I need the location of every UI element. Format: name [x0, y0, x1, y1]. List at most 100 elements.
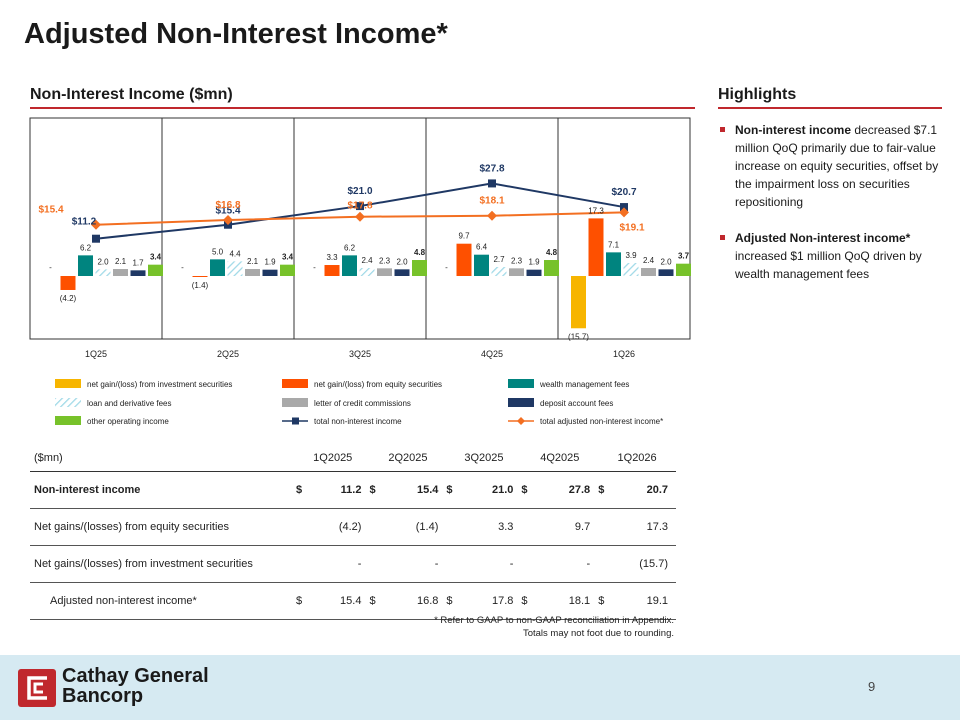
value-cell: 18.1 — [535, 582, 599, 620]
currency-cell — [369, 508, 384, 546]
line-label-total_line: $21.0 — [347, 186, 372, 197]
legend-label: total non-interest income — [314, 417, 402, 426]
line-label-total_line: $20.7 — [611, 187, 636, 198]
highlights-list: Non-interest income decreased $7.1 milli… — [718, 121, 942, 301]
highlight-item: Non-interest income decreased $7.1 milli… — [718, 121, 942, 211]
currency-cell — [598, 508, 613, 546]
legend-marker-total_line — [292, 417, 299, 425]
currency-cell: $ — [598, 582, 613, 620]
bar-deposit — [658, 269, 674, 276]
marker-adjusted_line — [619, 207, 629, 218]
value-cell: (1.4) — [383, 508, 447, 546]
bar-label-wealth: 7.1 — [608, 240, 620, 249]
bar-loan — [623, 263, 639, 276]
non-interest-income-chart: -(4.2)6.22.0 2.1 1.73.4-(1.4)5.0 4.42.1 1.93… — [29, 117, 691, 426]
bar-label-deposit: 1.9 — [264, 258, 276, 267]
footnote-line: * Refer to GAAP to non-GAAP reconciliati… — [434, 615, 674, 626]
currency-cell: $ — [296, 471, 310, 509]
bar-letter — [113, 269, 128, 276]
x-tick-label: 1Q25 — [85, 349, 107, 359]
table-header-row: ($mn) 1Q2025 2Q2025 3Q2025 4Q2025 1Q2026 — [30, 445, 676, 472]
highlight-item: Adjusted Non-interest income* increased … — [718, 229, 942, 283]
bar-letter — [377, 268, 392, 276]
bar-wealth — [474, 254, 489, 276]
currency-cell: $ — [369, 471, 384, 509]
bar-other — [280, 264, 295, 276]
currency-cell — [446, 508, 461, 546]
bullet-icon — [720, 127, 725, 132]
bar-label-equity: 3.3 — [326, 253, 338, 262]
bar-label-loan: 3.9 — [625, 251, 637, 260]
bar-label-investment: - — [49, 263, 52, 272]
bar-other — [676, 263, 691, 276]
value-cell: 17.8 — [460, 582, 522, 620]
currency-cell: $ — [446, 582, 461, 620]
row-label: Non-interest income — [30, 471, 296, 509]
line-label-total_line: $11.2 — [72, 217, 97, 228]
bar-label-equity: 17.3 — [588, 206, 604, 215]
bar-letter — [641, 268, 656, 276]
bar-other — [148, 264, 163, 276]
bar-label-other: 3.4 — [150, 253, 162, 262]
line-label-adjusted_line: $16.8 — [215, 200, 240, 211]
legend-swatch-equity — [282, 379, 308, 388]
bar-wealth — [342, 255, 357, 276]
table-header-label: ($mn) — [30, 445, 296, 472]
table-header-col: 3Q2025 — [446, 445, 522, 472]
bar-label-wealth: 6.2 — [80, 243, 92, 252]
bar-label-investment: - — [313, 263, 316, 272]
table-row: Adjusted non-interest income* $15.4 $16.8 $… — [30, 582, 676, 620]
currency-cell: $ — [598, 471, 613, 509]
value-cell: - — [310, 545, 370, 583]
bar-wealth — [78, 255, 93, 276]
value-cell: 15.4 — [383, 471, 447, 509]
bar-label-other: 4.8 — [414, 248, 426, 257]
bar-label-letter: 2.1 — [247, 257, 259, 266]
bar-loan — [491, 267, 507, 276]
value-cell: 16.8 — [383, 582, 447, 620]
marker-adjusted_line — [487, 210, 497, 221]
bar-loan — [359, 268, 375, 276]
bar-deposit — [262, 269, 278, 276]
marker-total_line — [488, 179, 496, 188]
row-label: Net gains/(losses) from equity securitie… — [30, 508, 296, 546]
bar-loan — [227, 261, 243, 276]
currency-cell: $ — [521, 471, 536, 509]
value-cell: 27.8 — [535, 471, 599, 509]
bar-label-other: 4.8 — [546, 248, 558, 257]
currency-cell — [296, 545, 310, 583]
marker-total_line — [92, 234, 100, 243]
company-logo-text: Cathay General Bancorp — [62, 666, 209, 706]
table-header-col: 2Q2025 — [369, 445, 447, 472]
reconciliation-table: ($mn) 1Q2025 2Q2025 3Q2025 4Q2025 1Q2026… — [30, 445, 676, 620]
bullet-icon — [720, 235, 725, 240]
bar-equity — [324, 265, 340, 276]
line-label-total_line: $15.4 — [215, 206, 240, 217]
bar-label-letter: 2.3 — [511, 256, 523, 265]
marker-total_line — [620, 203, 628, 212]
bar-deposit — [130, 270, 146, 276]
bar-label-deposit: 1.7 — [132, 258, 144, 267]
chart-title-underline — [30, 107, 695, 109]
bar-label-deposit: 2.0 — [660, 257, 672, 266]
bar-label-loan: 2.4 — [361, 256, 373, 265]
table-header-col: 1Q2026 — [598, 445, 676, 472]
value-cell: - — [383, 545, 447, 583]
bar-label-loan: 2.7 — [493, 255, 505, 264]
table-header-col: 4Q2025 — [521, 445, 599, 472]
bar-deposit — [394, 269, 410, 276]
bar-letter — [245, 269, 260, 276]
footnote-line: Totals may not foot due to rounding. — [522, 628, 674, 639]
bar-label-wealth: 6.2 — [344, 243, 356, 252]
x-tick-label: 3Q25 — [349, 349, 371, 359]
table-header-col: 1Q2025 — [296, 445, 370, 472]
bar-label-loan: 2.0 — [97, 257, 109, 266]
value-cell: 21.0 — [460, 471, 522, 509]
bar-label-investment: - — [181, 263, 184, 272]
highlights-title-underline — [718, 107, 942, 109]
footer-band — [0, 655, 960, 720]
bar-loan — [95, 269, 111, 276]
logo-line: Cathay General — [62, 665, 209, 687]
bar-label-letter: 2.3 — [379, 256, 391, 265]
bar-label-other: 3.4 — [282, 253, 294, 262]
